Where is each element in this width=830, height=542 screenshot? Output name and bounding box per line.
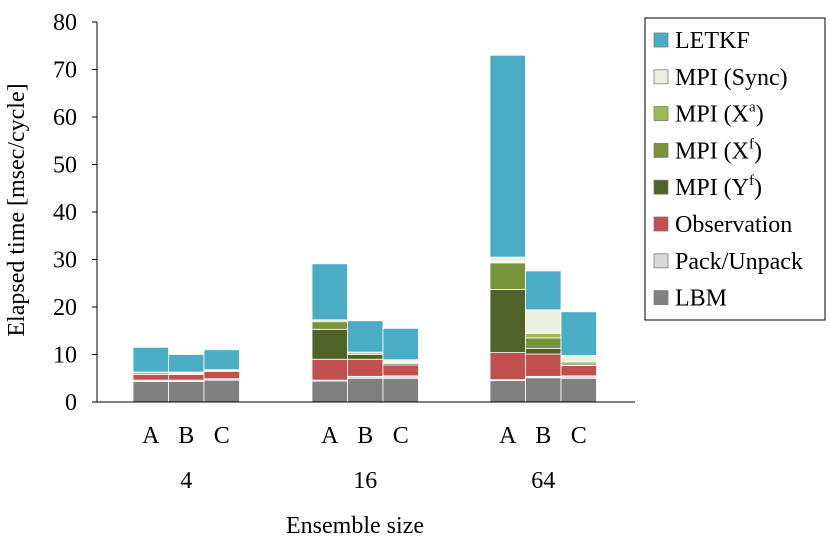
bar-segment bbox=[132, 381, 169, 403]
category-label: C bbox=[214, 423, 230, 449]
bar-segment bbox=[525, 270, 562, 311]
y-axis-ticks: 0 10 20 30 40 50 60 70 80 bbox=[53, 10, 97, 416]
bar-segment bbox=[489, 262, 526, 290]
bar-segment bbox=[525, 309, 562, 335]
bar-segment bbox=[560, 365, 597, 377]
y-tick-label: 20 bbox=[53, 295, 77, 321]
bar-segment bbox=[382, 327, 419, 361]
category-label: B bbox=[535, 423, 551, 449]
legend: LETKF MPI (Sync) MPI (Xa) MPI (Xf) MPI (Yf) O… bbox=[644, 17, 826, 321]
bar-segment bbox=[489, 380, 526, 403]
bar-segment bbox=[560, 377, 597, 403]
category-label: A bbox=[321, 423, 339, 449]
bar-segment bbox=[311, 263, 348, 321]
bar-segments bbox=[132, 54, 597, 403]
bar-segment bbox=[560, 355, 597, 363]
legend-label: Pack/Unpack bbox=[675, 249, 803, 275]
bar-segment bbox=[489, 352, 526, 381]
bar-segment bbox=[525, 353, 562, 377]
bar-segment bbox=[560, 311, 597, 356]
legend-swatch bbox=[653, 253, 669, 269]
legend-label: MPI (Xf) bbox=[675, 136, 762, 164]
y-tick-label: 40 bbox=[53, 200, 77, 226]
y-tick-label: 80 bbox=[53, 10, 77, 36]
legend-label: MPI (Yf) bbox=[675, 173, 762, 201]
legend-label: LETKF bbox=[675, 28, 750, 54]
bar-segment bbox=[132, 374, 169, 381]
bar-segment bbox=[168, 381, 205, 403]
category-label: B bbox=[178, 423, 194, 449]
y-tick-label: 70 bbox=[53, 58, 77, 84]
bar-segment bbox=[311, 358, 348, 381]
bar-segment bbox=[489, 256, 526, 263]
bar-segment bbox=[347, 358, 384, 377]
legend-swatch bbox=[653, 32, 669, 48]
bar-segment bbox=[203, 371, 240, 380]
x-axis-title: Ensemble size bbox=[286, 513, 424, 539]
legend-swatch bbox=[653, 216, 669, 232]
group-label: 16 bbox=[353, 468, 377, 494]
legend-swatch bbox=[653, 69, 669, 85]
bar-segment bbox=[347, 377, 384, 403]
legend-box bbox=[644, 17, 826, 321]
bar-segment bbox=[168, 374, 205, 381]
bar-segment bbox=[525, 377, 562, 403]
y-tick-label: 0 bbox=[65, 390, 77, 416]
legend-label: MPI (Sync) bbox=[675, 65, 788, 91]
bar-segment bbox=[382, 377, 419, 403]
legend-swatch bbox=[653, 290, 669, 306]
legend-label: MPI (Xa) bbox=[675, 100, 764, 128]
legend-swatch bbox=[653, 142, 669, 158]
bar-segment bbox=[311, 380, 348, 403]
legend-label: Observation bbox=[675, 212, 792, 238]
category-label: B bbox=[357, 423, 373, 449]
category-label: C bbox=[393, 423, 409, 449]
bar-segment bbox=[525, 347, 562, 355]
legend-swatch bbox=[653, 179, 669, 195]
bar-segment bbox=[311, 328, 348, 360]
bar-segment bbox=[525, 337, 562, 349]
category-label: C bbox=[571, 423, 587, 449]
bar-segment bbox=[347, 320, 384, 353]
category-label: A bbox=[499, 423, 517, 449]
y-tick-label: 30 bbox=[53, 248, 77, 274]
group-label: 64 bbox=[531, 468, 555, 494]
bar-segment bbox=[203, 349, 240, 371]
group-label: 4 bbox=[180, 468, 192, 494]
bar-segment bbox=[489, 54, 526, 258]
y-tick-label: 60 bbox=[53, 105, 77, 131]
bar-segment bbox=[168, 354, 205, 373]
bar-segment bbox=[347, 354, 384, 360]
bar-segment bbox=[132, 346, 169, 373]
legend-label: LBM bbox=[675, 286, 727, 312]
y-axis-title: Elapsed time [msec/cycle] bbox=[4, 83, 30, 336]
bar-segment bbox=[525, 333, 562, 339]
category-label: A bbox=[142, 423, 160, 449]
bar-segment bbox=[489, 289, 526, 353]
y-tick-label: 50 bbox=[53, 153, 77, 179]
y-tick-label: 10 bbox=[53, 343, 77, 369]
bar-segment bbox=[382, 364, 419, 377]
bar-segment bbox=[311, 321, 348, 330]
bar-segment bbox=[203, 379, 240, 403]
legend-swatch bbox=[653, 106, 669, 121]
